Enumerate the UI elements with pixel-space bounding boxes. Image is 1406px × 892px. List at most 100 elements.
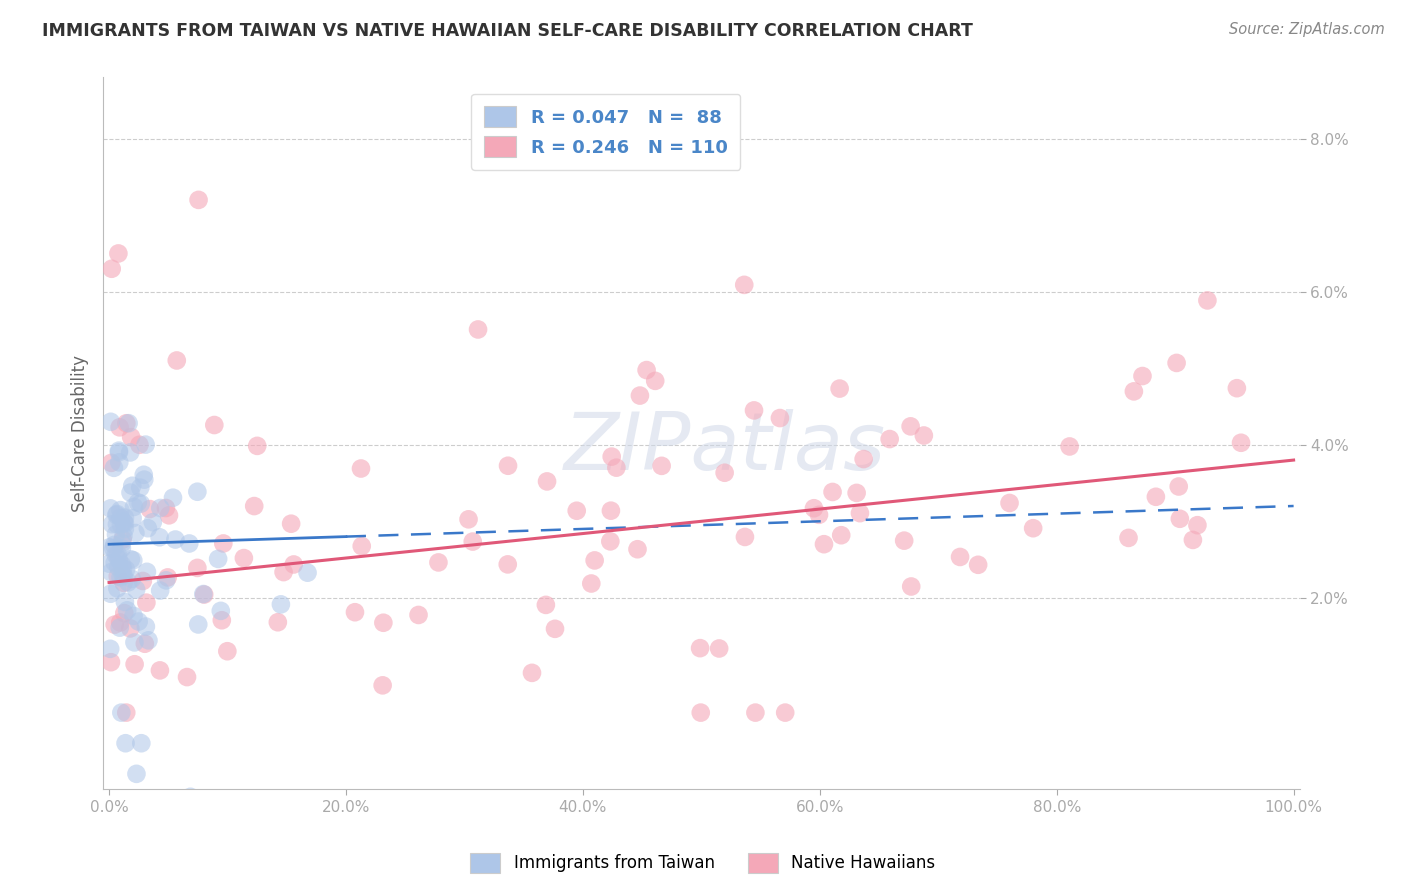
Point — [733, 277, 755, 292]
Point — [100, 587, 122, 601]
Point — [565, 504, 588, 518]
Point — [148, 530, 170, 544]
Point — [193, 587, 215, 601]
Point — [107, 552, 129, 566]
Point — [651, 458, 673, 473]
Point — [100, 501, 122, 516]
Point — [211, 613, 233, 627]
Point — [117, 416, 139, 430]
Point — [121, 572, 143, 586]
Point — [100, 261, 122, 276]
Point — [155, 501, 177, 516]
Text: Source: ZipAtlas.com: Source: ZipAtlas.com — [1229, 22, 1385, 37]
Point — [998, 496, 1021, 510]
Point — [1118, 531, 1140, 545]
Point — [108, 445, 131, 459]
Point — [135, 437, 157, 451]
Point — [689, 641, 711, 656]
Legend: R = 0.047   N =  88, R = 0.246   N = 110: R = 0.047 N = 88, R = 0.246 N = 110 — [471, 94, 740, 169]
Point — [124, 526, 146, 541]
Point — [427, 556, 450, 570]
Point — [105, 517, 128, 532]
Point — [165, 533, 187, 547]
Point — [127, 495, 149, 509]
Point — [110, 615, 132, 630]
Point — [193, 588, 215, 602]
Point — [107, 569, 129, 583]
Point — [110, 503, 132, 517]
Point — [103, 541, 125, 556]
Point — [117, 575, 139, 590]
Point — [149, 501, 172, 516]
Point — [600, 450, 623, 464]
Point — [135, 619, 157, 633]
Point — [104, 527, 127, 541]
Point — [217, 644, 239, 658]
Point — [104, 617, 127, 632]
Point — [821, 485, 844, 500]
Point — [343, 605, 366, 619]
Point — [689, 706, 711, 720]
Point — [879, 432, 901, 446]
Point — [1230, 435, 1253, 450]
Point — [734, 530, 756, 544]
Point — [599, 534, 621, 549]
Point — [112, 515, 135, 529]
Point — [893, 533, 915, 548]
Point — [496, 458, 519, 473]
Point — [270, 598, 292, 612]
Point — [135, 596, 157, 610]
Point — [156, 570, 179, 584]
Point — [110, 706, 132, 720]
Point — [139, 502, 162, 516]
Point — [115, 562, 138, 576]
Point — [125, 582, 148, 597]
Point — [742, 403, 765, 417]
Point — [107, 548, 129, 562]
Point — [111, 533, 134, 547]
Point — [135, 565, 157, 579]
Point — [1144, 490, 1167, 504]
Point — [134, 473, 156, 487]
Point — [120, 445, 142, 459]
Point — [1226, 381, 1249, 395]
Point — [101, 517, 124, 532]
Point — [120, 552, 142, 566]
Point — [124, 657, 146, 672]
Point — [98, 541, 121, 555]
Point — [496, 558, 519, 572]
Point — [852, 452, 875, 467]
Point — [179, 789, 201, 804]
Point — [111, 541, 134, 556]
Point — [457, 512, 479, 526]
Point — [100, 415, 122, 429]
Point — [120, 485, 142, 500]
Point — [605, 460, 627, 475]
Point — [115, 706, 138, 720]
Point — [112, 529, 135, 543]
Point — [583, 553, 606, 567]
Point — [105, 508, 128, 522]
Point — [207, 552, 229, 566]
Point — [122, 608, 145, 623]
Point — [129, 497, 152, 511]
Point — [273, 565, 295, 579]
Point — [350, 539, 373, 553]
Point — [114, 736, 136, 750]
Point — [121, 511, 143, 525]
Point — [1187, 518, 1209, 533]
Point — [830, 528, 852, 542]
Point — [132, 574, 155, 588]
Point — [105, 507, 128, 521]
Point — [120, 622, 142, 636]
Point — [114, 522, 136, 536]
Point — [108, 443, 131, 458]
Point — [100, 655, 122, 669]
Point — [111, 567, 134, 582]
Point — [115, 603, 138, 617]
Point — [371, 678, 394, 692]
Point — [628, 388, 651, 402]
Point — [100, 456, 122, 470]
Point — [114, 595, 136, 609]
Point — [136, 521, 159, 535]
